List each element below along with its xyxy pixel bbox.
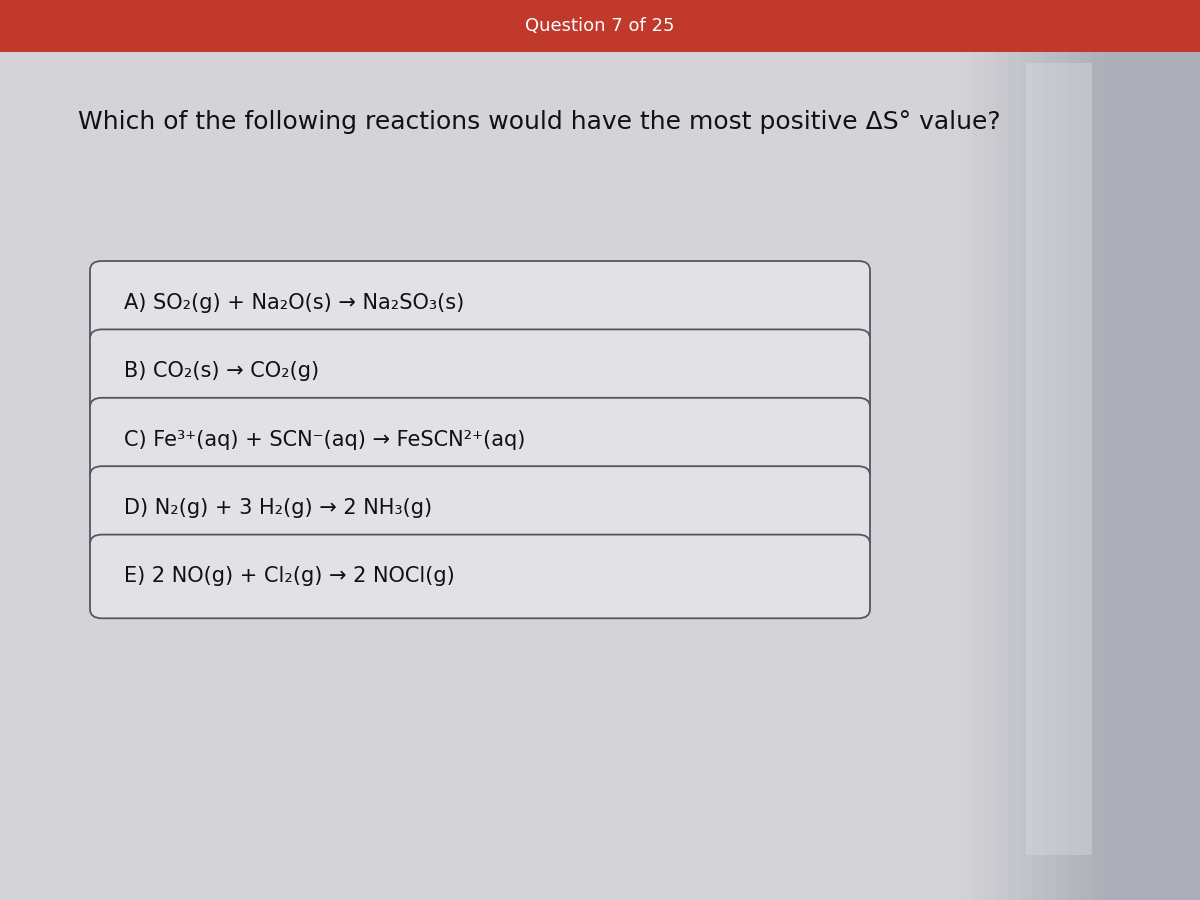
FancyBboxPatch shape — [90, 535, 870, 618]
FancyBboxPatch shape — [1164, 0, 1176, 900]
FancyBboxPatch shape — [1032, 0, 1044, 900]
FancyBboxPatch shape — [1152, 0, 1164, 900]
FancyBboxPatch shape — [1056, 0, 1068, 900]
Text: Which of the following reactions would have the most positive ΔS° value?: Which of the following reactions would h… — [78, 110, 1001, 133]
FancyBboxPatch shape — [1068, 0, 1080, 900]
FancyBboxPatch shape — [1176, 0, 1188, 900]
Polygon shape — [0, 0, 1200, 162]
FancyBboxPatch shape — [1092, 0, 1104, 900]
FancyBboxPatch shape — [1080, 0, 1092, 900]
FancyBboxPatch shape — [1188, 0, 1200, 900]
FancyBboxPatch shape — [1116, 0, 1128, 900]
FancyBboxPatch shape — [984, 0, 996, 900]
FancyBboxPatch shape — [90, 466, 870, 550]
Text: D) N₂(g) + 3 H₂(g) → 2 NH₃(g): D) N₂(g) + 3 H₂(g) → 2 NH₃(g) — [124, 498, 432, 518]
FancyBboxPatch shape — [90, 261, 870, 345]
Text: Question 7 of 25: Question 7 of 25 — [526, 17, 674, 35]
FancyBboxPatch shape — [1140, 0, 1152, 900]
FancyBboxPatch shape — [90, 398, 870, 482]
FancyBboxPatch shape — [996, 0, 1008, 900]
FancyBboxPatch shape — [0, 0, 1200, 52]
FancyBboxPatch shape — [90, 329, 870, 413]
FancyBboxPatch shape — [1128, 0, 1140, 900]
FancyBboxPatch shape — [1026, 63, 1092, 855]
FancyBboxPatch shape — [972, 0, 984, 900]
FancyBboxPatch shape — [1008, 0, 1020, 900]
Text: A) SO₂(g) + Na₂O(s) → Na₂SO₃(s): A) SO₂(g) + Na₂O(s) → Na₂SO₃(s) — [124, 292, 464, 313]
FancyBboxPatch shape — [1020, 0, 1032, 900]
Text: C) Fe³⁺(aq) + SCN⁻(aq) → FeSCN²⁺(aq): C) Fe³⁺(aq) + SCN⁻(aq) → FeSCN²⁺(aq) — [124, 429, 524, 450]
FancyBboxPatch shape — [1104, 0, 1116, 900]
Text: E) 2 NO(g) + Cl₂(g) → 2 NOCl(g): E) 2 NO(g) + Cl₂(g) → 2 NOCl(g) — [124, 566, 455, 587]
FancyBboxPatch shape — [1044, 0, 1056, 900]
Text: B) CO₂(s) → CO₂(g): B) CO₂(s) → CO₂(g) — [124, 361, 319, 382]
